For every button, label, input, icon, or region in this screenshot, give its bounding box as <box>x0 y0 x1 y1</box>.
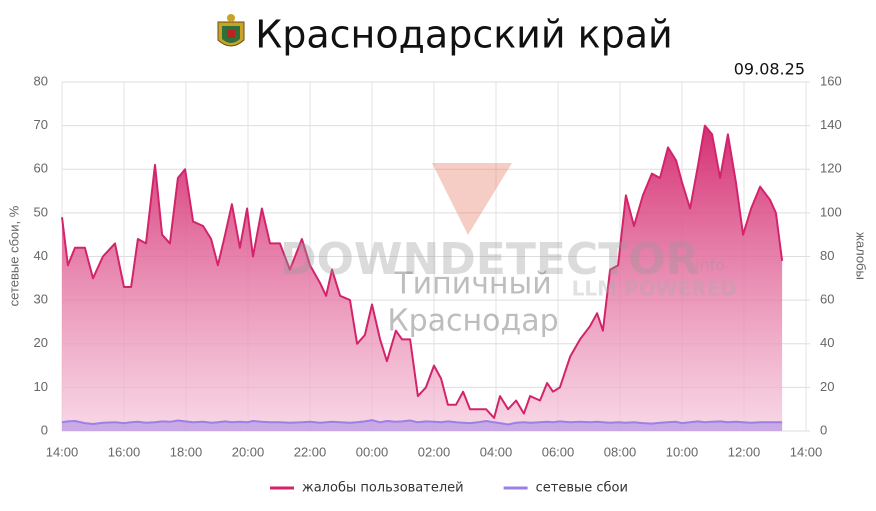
y-tick-label: 60 <box>34 161 48 176</box>
y2-axis-label: жалобы <box>854 232 869 280</box>
date-label: 09.08.25 <box>734 60 805 79</box>
watermark-suffix: .info <box>690 256 725 275</box>
x-tick-label: 04:00 <box>480 444 513 459</box>
area <box>62 125 783 431</box>
legend: жалобы пользователей сетевые сбои <box>270 481 628 496</box>
line <box>61 124 784 419</box>
legend-label: жалобы пользователей <box>302 481 464 496</box>
y2-tick-label: 120 <box>820 161 842 176</box>
watermark-line: Краснодар <box>387 304 558 339</box>
line <box>61 419 783 426</box>
x-tick-label: 08:00 <box>604 444 637 459</box>
y2-tick-label: 80 <box>820 248 834 263</box>
chart-title: Краснодарский край <box>255 13 672 57</box>
y-tick-label: 10 <box>34 379 48 394</box>
x-tick-label: 14:00 <box>46 444 79 459</box>
x-tick-label: 20:00 <box>232 444 265 459</box>
x-tick-label: 18:00 <box>170 444 203 459</box>
watermark-text: Типичный Краснодар <box>387 267 558 339</box>
x-tick-label: 16:00 <box>108 444 141 459</box>
x-tick-label: 14:00 <box>790 444 823 459</box>
watermark-brand: DOWNDETECTOR <box>280 234 700 285</box>
y-tick-label: 80 <box>34 73 48 88</box>
x-tick-label: 10:00 <box>666 444 699 459</box>
x-tick-label: 12:00 <box>728 444 761 459</box>
emblem <box>217 14 245 47</box>
y-tick-label: 30 <box>34 292 48 307</box>
legend-label: сетевые сбои <box>536 481 628 496</box>
y2-tick-label: 0 <box>820 422 827 437</box>
y-tick-label: 50 <box>34 204 48 219</box>
y2-tick-label: 60 <box>820 292 834 307</box>
watermark: DOWNDETECTOR .info LLM POWERED <box>280 163 737 301</box>
y2-tick-label: 160 <box>820 73 842 88</box>
y2-tick-label: 20 <box>820 379 834 394</box>
y-tick-label: 20 <box>34 335 48 350</box>
y2-tick-label: 40 <box>820 335 834 350</box>
y-tick-label: 70 <box>34 117 48 132</box>
x-tick-label: 00:00 <box>356 444 389 459</box>
watermark-line: Типичный <box>393 267 551 302</box>
y-axis-label: сетевые сбои, % <box>6 205 21 306</box>
y-tick-label: 40 <box>34 248 48 263</box>
watermark-logo <box>432 163 512 235</box>
x-tick-label: 02:00 <box>418 444 451 459</box>
y2-tick-label: 140 <box>820 117 842 132</box>
plot <box>61 124 784 431</box>
y-tick-label: 0 <box>41 422 48 437</box>
y2-tick-label: 100 <box>820 204 842 219</box>
watermark-tagline: LLM POWERED <box>572 277 737 301</box>
x-tick-label: 06:00 <box>542 444 575 459</box>
x-tick-label: 22:00 <box>294 444 327 459</box>
